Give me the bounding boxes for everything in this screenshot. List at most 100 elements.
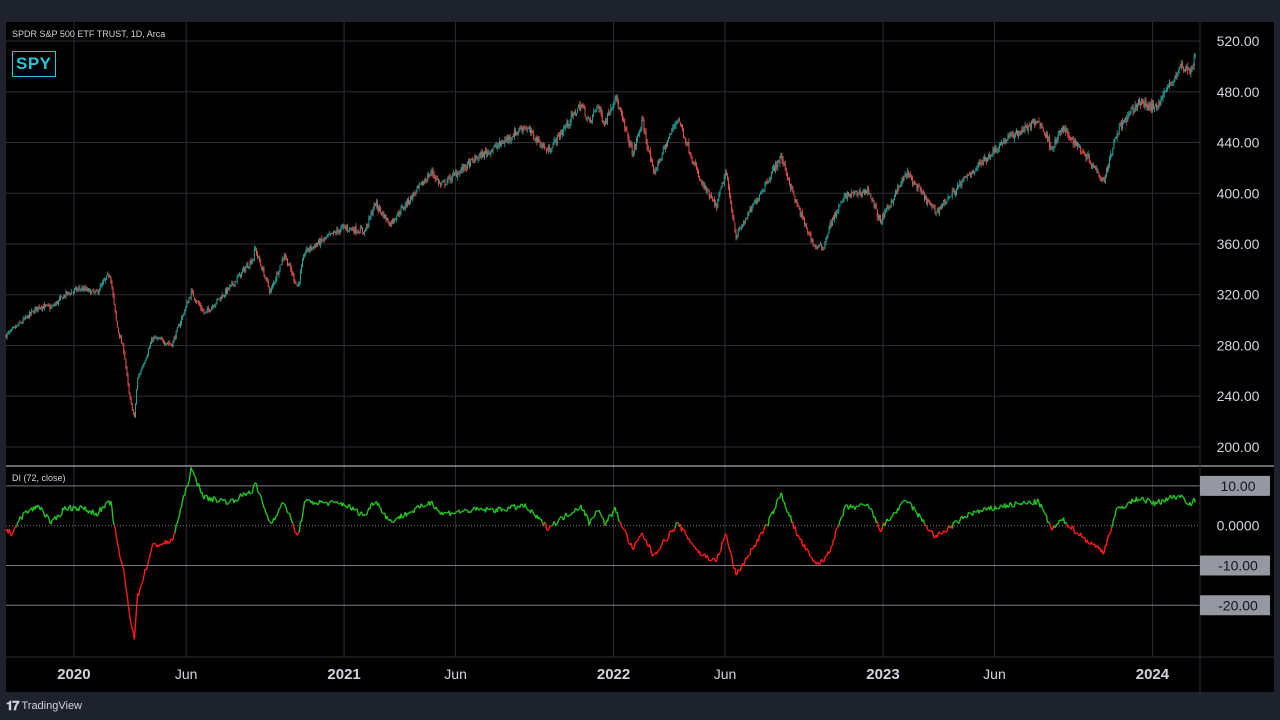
di-line-segment [985,508,989,511]
di-line-segment [995,507,998,510]
price-candle-body [979,161,981,164]
price-candle-body [582,105,584,107]
price-candle-body [288,264,290,266]
price-candle-body [1184,70,1185,72]
tradingview-logo-icon[interactable]: 𝟏𝟕 [6,698,20,713]
di-line-segment [193,475,196,478]
time-tick-label: 2021 [327,666,360,683]
candlestick-series[interactable] [5,53,1196,419]
di-line-segment [176,519,180,524]
price-candle-body [208,309,210,312]
price-candle-body [448,176,450,177]
price-candle-body [256,248,257,255]
price-candle-body [922,192,924,194]
price-candle-body [303,255,305,261]
price-candle-body [217,298,219,300]
price-candle-body [587,117,589,119]
price-candle-body [984,156,986,160]
price-candle-body [969,174,971,176]
price-candle-body [830,222,832,226]
price-candle-body [767,182,769,183]
price-candle-body [890,200,892,207]
di-line-segment [223,498,226,501]
price-candle-body [869,193,871,194]
di-line-segment [337,502,340,505]
price-candle-body [499,141,500,146]
price-candle-body [667,141,668,147]
price-candle-body [1073,140,1075,145]
di-line-series[interactable] [5,467,1196,640]
price-candle-body [424,181,425,182]
price-candle-body [518,131,520,133]
di-line-segment [716,553,719,562]
price-candle-body [37,306,39,310]
di-line-segment [489,508,492,511]
price-candle-body [584,107,586,117]
price-candle-body [835,212,837,217]
di-line-segment [725,533,727,536]
di-line-segment [625,531,628,535]
price-candle-body [900,183,902,186]
di-line-segment [358,513,361,517]
di-line-segment [67,506,70,511]
price-candle-body [704,185,706,188]
di-y-axis[interactable]: 10.000.0000-10.00-20.00 [1200,475,1270,616]
price-candle-body [192,291,194,297]
price-candle-body [452,173,454,175]
price-candle-body [664,144,666,150]
price-candle-body [1038,120,1040,122]
price-candle-body [5,334,7,338]
price-candle-body [715,203,717,205]
price-candle-body [472,159,474,160]
di-line-segment [1185,501,1188,505]
price-candle-body [494,144,496,146]
price-candle-body [806,224,808,229]
di-line-segment [1010,503,1013,508]
di-line-segment [898,505,901,511]
price-candle-body [146,354,148,359]
price-candle-body [949,196,951,198]
di-line-segment [1183,499,1187,503]
price-candle-body [317,243,318,246]
di-line-segment [833,531,837,540]
price-candle-body [658,160,660,163]
price-candle-body [616,95,618,103]
price-candle-body [366,224,368,230]
price-candle-body [1153,103,1154,109]
brand-name[interactable]: TradingView [21,700,83,712]
price-candle-body [168,342,170,344]
price-candle-body [1079,147,1081,148]
time-x-axis[interactable]: 2020 Jun 2021 Jun 2022 Jun 2023 Jun 2024 [57,666,1170,683]
ticker-badge[interactable]: SPY [12,51,56,77]
di-line-segment [660,543,663,547]
price-candle-body [904,173,906,176]
price-candle-body [238,273,240,277]
di-line-segment [946,527,949,532]
di-line-segment [292,523,295,528]
price-candle-body [175,330,177,340]
di-line-segment [92,509,95,514]
price-candle-body [1067,129,1069,135]
price-candle-body [78,287,80,289]
di-line-segment [117,546,121,556]
di-line-segment [594,510,597,517]
price-candle-body [626,128,628,132]
di-line-segment [478,508,481,511]
di-line-segment [256,490,260,494]
price-candle-body [754,200,756,204]
price-y-axis[interactable]: 200.00240.00280.00320.00360.00400.00440.… [1217,33,1260,455]
indicator-legend[interactable]: DI (72, close) [12,473,66,483]
di-line-segment [783,501,786,507]
price-candle-body [779,156,781,164]
price-candle-body [11,328,13,329]
price-candle-body [47,304,49,306]
di-line-segment [60,514,63,517]
di-line-segment [642,534,645,539]
di-line-segment [560,516,564,519]
price-candle-body [1171,82,1173,84]
price-candle-body [333,231,334,234]
di-line-segment [125,587,128,594]
price-candle-body [386,218,388,220]
price-candle-body [741,225,743,228]
